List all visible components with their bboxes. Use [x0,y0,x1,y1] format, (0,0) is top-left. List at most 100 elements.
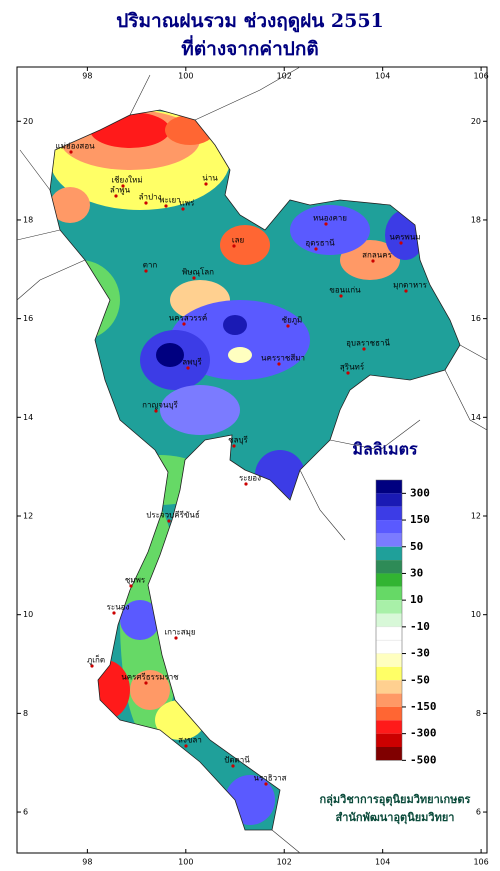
province-dot [181,207,185,211]
legend-swatch [375,639,403,654]
y-tick-label: 16 [471,314,481,323]
province-label: ระนอง [107,603,130,612]
legend-title: มิลลิเมตร [352,440,418,459]
legend-swatch [376,680,402,694]
y-tick-label: 6 [23,808,28,817]
province-dot [144,269,148,273]
legend-swatch [376,520,402,534]
x-tick-label: 102 [277,72,292,81]
legend-tick-label: 150 [410,513,430,526]
province-label: มุกดาหาร [393,281,428,290]
x-tick-label: 104 [375,858,390,867]
province-dot [69,150,73,154]
legend-tick-label: 30 [410,566,423,579]
y-tick-label: 16 [23,314,33,323]
legend-tick-label: -10 [410,620,430,633]
legend-tick-label: 10 [410,593,423,606]
y-tick-label: 10 [471,610,481,619]
province-label: สุรินทร์ [340,362,365,372]
x-tick-label: 104 [375,72,390,81]
province-label: เกาะสมุย [164,628,195,637]
legend-swatch [376,733,402,747]
legend-tick-label: -300 [410,727,437,740]
legend-frame [375,479,403,761]
province-label: อุดรธานี [305,239,335,248]
province-dot [339,294,343,298]
province-dot [399,241,403,245]
province-dot [144,201,148,205]
province-dot [244,482,248,486]
y-tick-label: 12 [471,512,481,521]
province-dot [264,782,268,786]
province-label: แพร่ [180,199,195,208]
province-label: นครราชสีมา [261,354,305,363]
legend-swatch [376,747,402,761]
province-dot [204,182,208,186]
province-label: นครสวรรค์ [169,313,207,323]
province-label: ขอนแก่น [329,286,361,295]
x-tick-label: 100 [178,858,193,867]
province-label: เชียงใหม่ [111,176,142,185]
province-dot [192,276,196,280]
legend-tick-label: -30 [410,647,430,660]
x-tick-label: 106 [473,72,488,81]
province-label: พะเยา [159,196,180,205]
province-label: ชลบุรี [228,436,248,445]
y-tick-label: 20 [471,117,481,126]
legend-swatch [376,706,402,721]
province-label: หนองคาย [313,214,347,223]
province-dot [346,371,350,375]
legend-tick-label: -50 [410,673,430,686]
y-tick-label: 20 [23,117,33,126]
province-label: ปัตตานี [224,756,250,765]
y-tick-label: 18 [23,215,33,224]
neighbour-borders [16,66,488,854]
subtitle: ที่ต่างจากค่าปกติ [181,35,318,60]
province-dot [231,764,235,768]
legend-tick-label: 50 [410,540,423,553]
province-label: ลำพูน [110,186,131,196]
province-dot [164,204,168,208]
province-dot [362,347,366,351]
province-label: ประจวบคีรีขันธ์ [146,510,200,520]
y-tick-label: 10 [23,610,33,619]
legend-swatch [376,480,402,494]
province-label: ระยอง [239,474,261,483]
x-tick-label: 98 [82,858,92,867]
province-label: นราธิวาส [253,774,286,783]
legend-swatch [376,653,402,667]
province-dot [154,409,158,413]
province-label: ภูเก็ต [87,655,105,666]
y-tick-label: 8 [476,709,481,718]
province-dot [174,636,178,640]
province-dot [167,519,171,523]
province-dot [184,744,188,748]
generated: 98 98 100 100 102 102 104 104 106 106 6 6 8 8 10 10 12 12… [17,67,489,867]
legend-swatch [376,693,402,707]
legend-swatch [376,506,402,521]
province-label: พิษณุโลก [182,267,214,277]
legend-swatch [376,493,402,507]
legend-swatch [376,573,402,587]
province-dot [182,322,186,326]
province-label: กาญจนบุรี [142,401,178,410]
province-label: เลย [232,236,244,245]
province-dot [314,247,318,251]
y-tick-label: 8 [23,709,28,718]
province-label: ชุมพร [125,576,146,585]
province-label: อุบลราชธานี [346,339,390,348]
province-label: ลำปาง [139,193,162,202]
y-tick-label: 18 [471,215,481,224]
province-dot [371,259,375,263]
province-dot [324,222,328,226]
province-label: น่าน [202,174,218,183]
province-label: ชัยภูมิ [282,316,303,326]
legend-swatch [376,533,402,547]
province-dot [232,244,236,248]
y-tick-label: 14 [23,413,33,422]
x-tick-label: 98 [82,72,92,81]
province-label: ตาก [143,261,158,270]
x-tick-label: 106 [473,858,488,867]
y-tick-label: 14 [471,413,481,422]
legend-swatch [376,586,402,601]
